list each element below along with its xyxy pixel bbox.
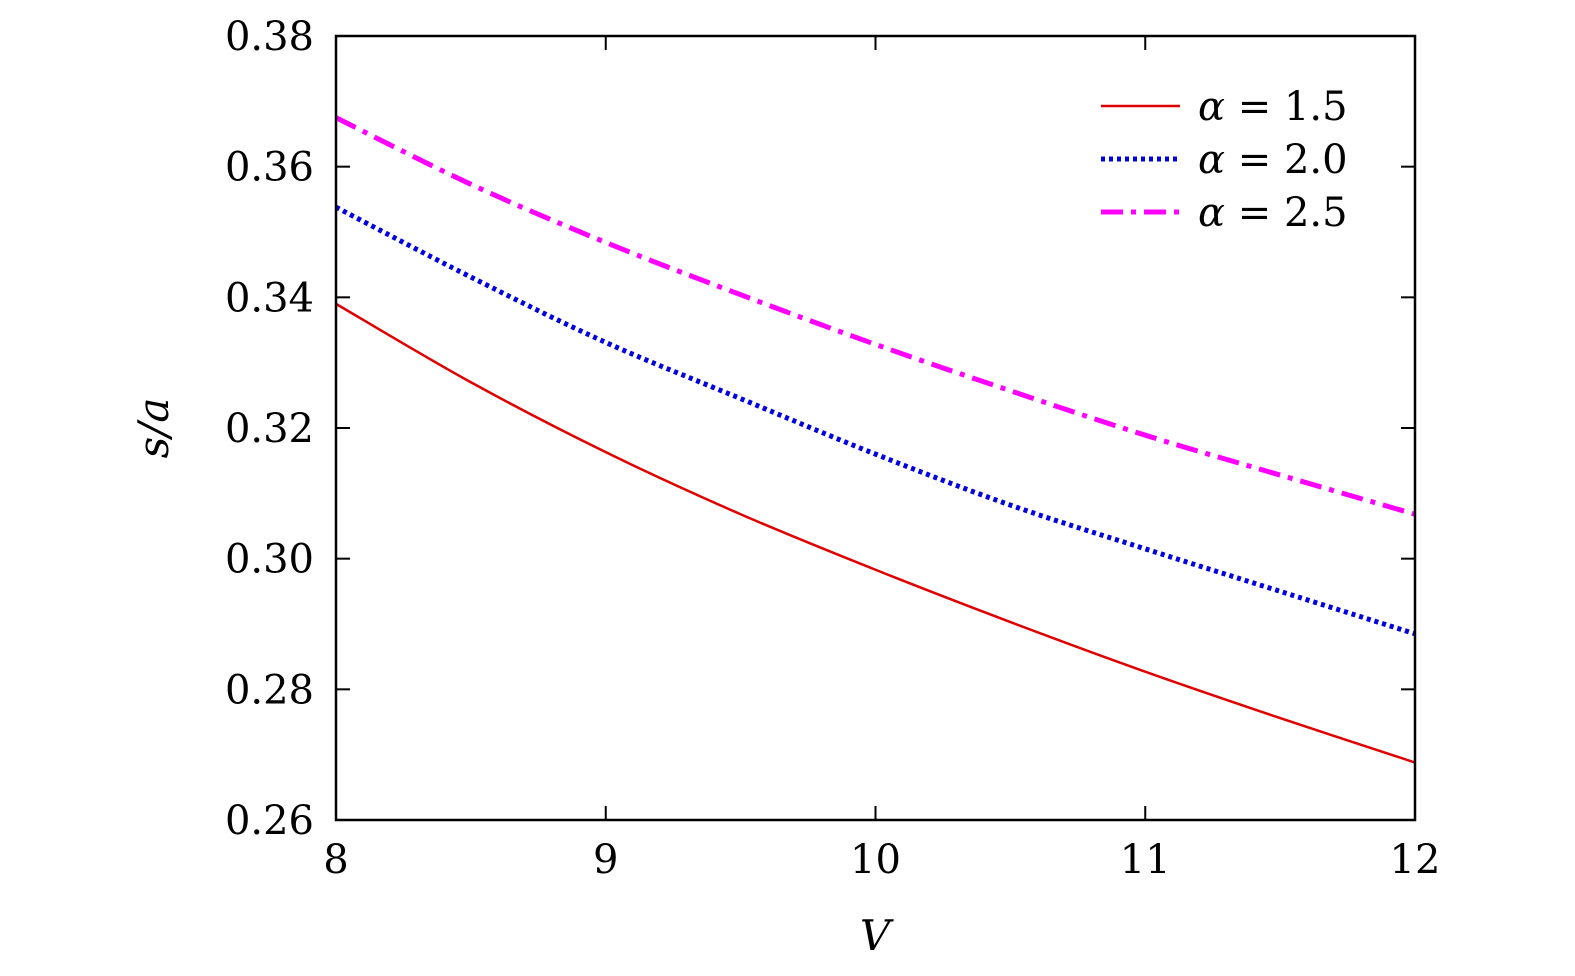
legend-label-symbol: α (1198, 84, 1225, 130)
y-tick-label: 0.28 (225, 667, 314, 713)
legend-label-value: = 2.5 (1225, 190, 1348, 236)
series-layer (334, 115, 1416, 764)
series-line-2 (334, 204, 1416, 637)
legend-item-1: α = 1.5 (1101, 84, 1348, 130)
legend-label-symbol: α (1198, 137, 1225, 183)
legend-label: α = 2.5 (1198, 190, 1348, 236)
legend-label-value: = 2.0 (1225, 137, 1348, 183)
x-axis-label: V (860, 911, 894, 960)
legend-label-value: = 1.5 (1225, 84, 1348, 130)
legend-label-symbol: α (1198, 190, 1225, 236)
x-tick-label: 11 (1120, 837, 1171, 883)
x-tick-label: 8 (323, 837, 348, 883)
y-tick-label: 0.32 (225, 406, 314, 452)
series-line-3 (334, 115, 1416, 517)
legend-item-2: α = 2.0 (1101, 137, 1348, 183)
x-tick-label: 12 (1390, 837, 1441, 883)
y-axis-label: s/a (129, 398, 178, 459)
y-tick-label: 0.30 (225, 537, 314, 583)
legend-label: α = 2.0 (1198, 137, 1348, 183)
x-tick-label: 9 (593, 837, 618, 883)
y-tick-label: 0.34 (225, 275, 314, 321)
y-tick-label: 0.36 (225, 145, 314, 191)
x-tick-label: 10 (850, 837, 901, 883)
y-tick-label: 0.38 (225, 14, 314, 60)
legend: α = 1.5α = 2.0α = 2.5 (1101, 84, 1348, 236)
series-line-1 (335, 302, 1416, 764)
legend-item-3: α = 2.5 (1101, 190, 1348, 236)
y-tick-label: 0.26 (225, 798, 314, 844)
ticks-layer: 8 9 10 11 12 0.26 0.28 0.30 0.32 0.34 0.36 0.38 (225, 14, 1441, 883)
legend-label: α = 1.5 (1198, 84, 1348, 130)
